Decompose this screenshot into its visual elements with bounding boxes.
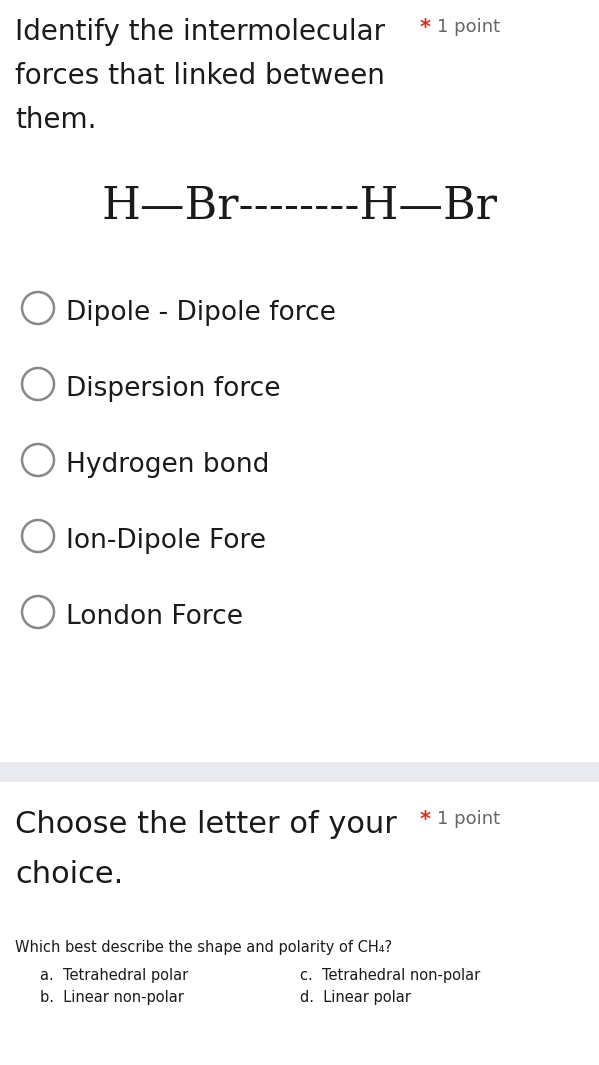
Text: *: * (419, 810, 430, 830)
Text: H—Br--------H—Br: H—Br--------H—Br (101, 185, 498, 228)
Text: a.  Tetrahedral polar: a. Tetrahedral polar (40, 968, 188, 983)
Text: d.  Linear polar: d. Linear polar (300, 990, 410, 1005)
Text: c.  Tetrahedral non-polar: c. Tetrahedral non-polar (300, 968, 480, 983)
Text: Dispersion force: Dispersion force (66, 376, 280, 402)
Text: 1 point: 1 point (437, 18, 500, 36)
Text: Dipole - Dipole force: Dipole - Dipole force (66, 300, 336, 326)
Text: Choose the letter of your: Choose the letter of your (15, 810, 397, 839)
Text: *: * (419, 18, 430, 38)
Bar (0, 761, 599, 782)
Text: London Force: London Force (66, 604, 243, 630)
Text: b.  Linear non-polar: b. Linear non-polar (40, 990, 184, 1005)
Text: Identify the intermolecular: Identify the intermolecular (15, 18, 385, 46)
Text: Which best describe the shape and polarity of CH₄?: Which best describe the shape and polari… (15, 940, 392, 955)
Text: Hydrogen bond: Hydrogen bond (66, 452, 270, 478)
Text: forces that linked between: forces that linked between (15, 62, 385, 91)
Text: 1 point: 1 point (437, 810, 500, 828)
Text: them.: them. (15, 106, 96, 134)
Text: choice.: choice. (15, 861, 123, 889)
Text: Ion-Dipole Fore: Ion-Dipole Fore (66, 528, 266, 554)
